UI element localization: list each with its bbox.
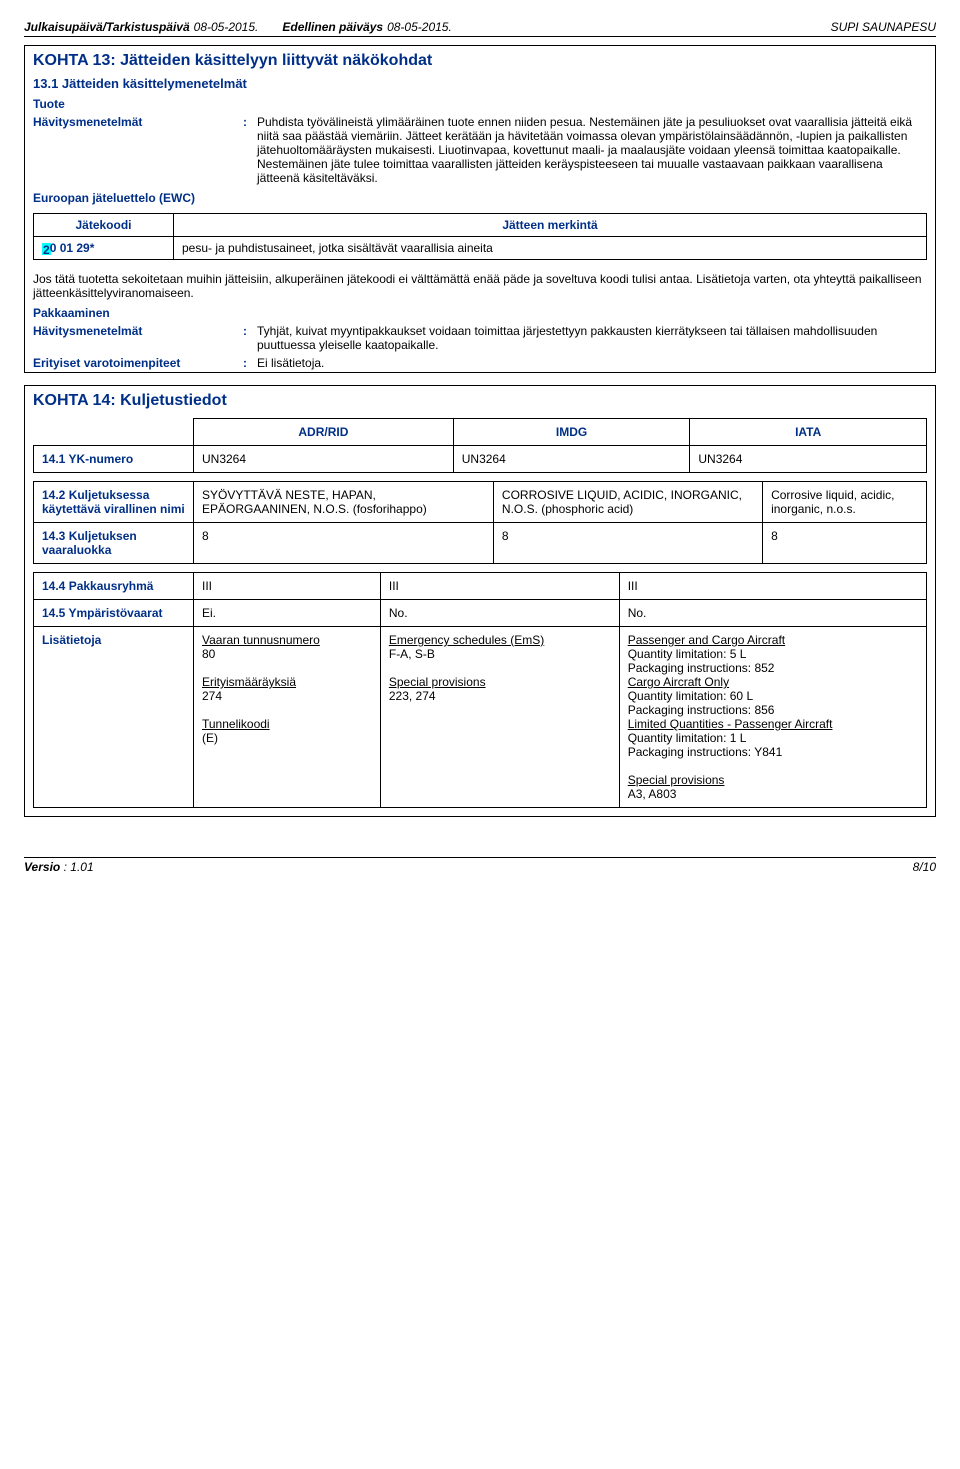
col-iata: IATA (690, 419, 927, 446)
extra-iata: Passenger and Cargo Aircraft Quantity li… (619, 627, 926, 808)
havitys2-label: Hävitysmenetelmät (33, 324, 243, 352)
havitys2-text: Tyhjät, kuivat myyntipakkaukset voidaan … (257, 324, 927, 352)
ewc-th-desc: Jätteen merkintä (174, 214, 927, 237)
havitys-text: Puhdista työvälineistä ylimääräinen tuot… (257, 115, 927, 185)
env-adr: Ei. (194, 600, 381, 627)
ewc-table: Jätekoodi Jätteen merkintä 20 01 29* pes… (33, 213, 927, 260)
row-name-label: 14.2 Kuljetuksessa käytettävä virallinen… (34, 482, 194, 523)
iata-h4: Special provisions (628, 773, 725, 787)
header-val-2: 08-05-2015. (387, 20, 452, 34)
adr-v2: 274 (202, 689, 222, 703)
class-imdg: 8 (493, 523, 762, 564)
ewc-code-rest: 0 01 29* (50, 241, 95, 255)
imdg-v2: 223, 274 (389, 689, 436, 703)
env-iata: No. (619, 600, 926, 627)
transport-table-1: ADR/RID IMDG IATA 14.1 YK-numero UN3264 … (33, 418, 927, 473)
iata-t3a: Quantity limitation: 1 L (628, 731, 747, 745)
yk-adr: UN3264 (194, 446, 454, 473)
name-adr: SYÖVYTTÄVÄ NESTE, HAPAN, EPÄORGAANINEN, … (194, 482, 494, 523)
adr-h3: Tunnelikoodi (202, 717, 270, 731)
section13-title: KOHTA 13: Jätteiden käsittelyyn liittyvä… (25, 46, 935, 74)
pg-imdg: III (380, 573, 619, 600)
ewc-code: 20 01 29* (34, 237, 174, 260)
section-13: KOHTA 13: Jätteiden käsittelyyn liittyvä… (24, 45, 936, 373)
ewc-th-code: Jätekoodi (34, 214, 174, 237)
iata-h2: Cargo Aircraft Only (628, 675, 729, 689)
iata-t2a: Quantity limitation: 60 L (628, 689, 753, 703)
erityiset-label: Erityiset varotoimenpiteet (33, 356, 243, 370)
section13-sub: 13.1 Jätteiden käsittelymenetelmät (25, 74, 935, 95)
doc-footer: Versio : 1.01 8/10 (24, 857, 936, 874)
iata-t4: A3, A803 (628, 787, 677, 801)
imdg-v1: F-A, S-B (389, 647, 435, 661)
colon3: : (243, 356, 257, 370)
name-imdg: CORROSIVE LIQUID, ACIDIC, INORGANIC, N.O… (493, 482, 762, 523)
footer-version-val: 1.01 (70, 860, 93, 874)
iata-h1: Passenger and Cargo Aircraft (628, 633, 785, 647)
doc-header: Julkaisupäivä/Tarkistuspäivä 08-05-2015.… (24, 20, 936, 37)
section-14: KOHTA 14: Kuljetustiedot ADR/RID IMDG IA… (24, 385, 936, 817)
header-label-2: Edellinen päiväys (282, 20, 383, 34)
row-pg-label: 14.4 Pakkausryhmä (34, 573, 194, 600)
row-class-label: 14.3 Kuljetuksen vaaraluokka (34, 523, 194, 564)
yk-iata: UN3264 (690, 446, 927, 473)
havitys-label: Hävitysmenetelmät (33, 115, 243, 185)
erityiset-text: Ei lisätietoja. (257, 356, 927, 370)
env-imdg: No. (380, 600, 619, 627)
footer-version-label: Versio (24, 860, 60, 874)
yk-imdg: UN3264 (453, 446, 690, 473)
colon: : (243, 115, 257, 185)
imdg-h2: Special provisions (389, 675, 486, 689)
col-adr: ADR/RID (194, 419, 454, 446)
pg-adr: III (194, 573, 381, 600)
class-adr: 8 (194, 523, 494, 564)
footer-page: 8/10 (913, 860, 936, 874)
extra-imdg: Emergency schedules (EmS) F-A, S-B Speci… (380, 627, 619, 808)
tuote-label: Tuote (33, 97, 243, 111)
header-val-1: 08-05-2015. (194, 20, 259, 34)
col-imdg: IMDG (453, 419, 690, 446)
iata-t3b: Packaging instructions: Y841 (628, 745, 783, 759)
name-iata: Corrosive liquid, acidic, inorganic, n.o… (763, 482, 927, 523)
transport-table-3: 14.4 Pakkausryhmä III III III 14.5 Ympär… (33, 572, 927, 808)
adr-h1: Vaaran tunnusnumero (202, 633, 320, 647)
transport-table-2: 14.2 Kuljetuksessa käytettävä virallinen… (33, 481, 927, 564)
header-label-1: Julkaisupäivä/Tarkistuspäivä (24, 20, 190, 34)
pakkaaminen-label: Pakkaaminen (33, 306, 243, 320)
adr-v1: 80 (202, 647, 215, 661)
iata-h3: Limited Quantities - Passenger Aircraft (628, 717, 833, 731)
ewc-desc: pesu- ja puhdistusaineet, jotka sisältäv… (174, 237, 927, 260)
adr-v3: (E) (202, 731, 218, 745)
iata-t1a: Quantity limitation: 5 L (628, 647, 747, 661)
row-env-label: 14.5 Ympäristövaarat (34, 600, 194, 627)
row-extra-label: Lisätietoja (34, 627, 194, 808)
adr-h2: Erityismääräyksiä (202, 675, 296, 689)
iata-t2b: Packaging instructions: 856 (628, 703, 775, 717)
imdg-h1: Emergency schedules (EmS) (389, 633, 544, 647)
header-product: SUPI SAUNAPESU (476, 20, 936, 34)
pg-iata: III (619, 573, 926, 600)
class-iata: 8 (763, 523, 927, 564)
section14-title: KOHTA 14: Kuljetustiedot (25, 386, 935, 414)
ewc-label: Euroopan jäteluettelo (EWC) (25, 187, 935, 209)
row-yk-label: 14.1 YK-numero (34, 446, 194, 473)
iata-t1b: Packaging instructions: 852 (628, 661, 775, 675)
extra-adr: Vaaran tunnusnumero 80 Erityismääräyksiä… (194, 627, 381, 808)
section13-para1: Jos tätä tuotetta sekoitetaan muihin jät… (25, 268, 935, 304)
colon2: : (243, 324, 257, 352)
